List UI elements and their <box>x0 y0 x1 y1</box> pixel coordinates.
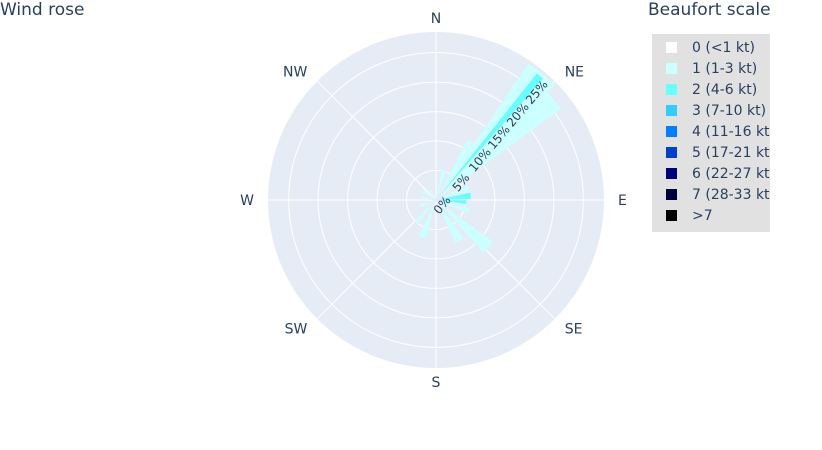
wind-bar[interactable] <box>435 168 448 201</box>
legend-label: 7 (28-33 kt) <box>692 186 770 203</box>
legend-swatch <box>666 63 677 74</box>
legend-swatch <box>666 84 677 95</box>
direction-label: N <box>431 11 441 27</box>
legend-item[interactable]: 5 (17-21 kt) <box>652 142 770 163</box>
legend-swatch <box>666 147 677 158</box>
wind-bar[interactable] <box>421 189 437 201</box>
wind-bar[interactable] <box>435 199 467 205</box>
direction-label: SW <box>285 322 308 338</box>
legend-swatch <box>666 189 677 200</box>
wind-bar[interactable] <box>435 192 472 201</box>
legend-item[interactable]: 4 (11-16 kt) <box>652 121 770 142</box>
wind-bar[interactable] <box>435 184 471 201</box>
direction-label: W <box>240 193 254 209</box>
wind-bar[interactable] <box>428 188 437 201</box>
direction-label: E <box>618 193 627 209</box>
legend-label: 4 (11-16 kt) <box>692 123 770 140</box>
legend-item[interactable]: 7 (28-33 kt) <box>652 184 770 205</box>
legend: 0 (<1 kt) 1 (1-3 kt) 2 (4-6 kt) 3 (7-10 kt)… <box>652 34 770 232</box>
direction-label: SE <box>565 322 583 338</box>
wind-bar[interactable] <box>435 88 562 201</box>
legend-label: >7 <box>692 207 713 224</box>
legend-item[interactable]: 2 (4-6 kt) <box>652 79 770 100</box>
wind-bar[interactable] <box>435 72 544 201</box>
wind-bar[interactable] <box>418 199 437 240</box>
legend-label: 1 (1-3 kt) <box>692 60 758 77</box>
angular-gridline <box>316 80 437 201</box>
legend-swatch <box>666 168 677 179</box>
direction-label: NE <box>565 64 584 80</box>
legend-label: 5 (17-21 kt) <box>692 144 770 161</box>
legend-swatch <box>666 126 677 137</box>
legend-title: Beaufort scale <box>648 0 771 20</box>
wind-bar[interactable] <box>421 195 437 201</box>
wind-bar[interactable] <box>435 199 494 253</box>
wind-bar[interactable] <box>435 199 465 244</box>
legend-swatch <box>666 42 677 53</box>
legend-item[interactable]: 6 (22-27 kt) <box>652 163 770 184</box>
legend-item[interactable]: 3 (7-10 kt) <box>652 100 770 121</box>
legend-item[interactable]: 1 (1-3 kt) <box>652 58 770 79</box>
wind-bar[interactable] <box>435 199 471 215</box>
legend-label: 3 (7-10 kt) <box>692 102 767 119</box>
wind-bar[interactable] <box>414 199 437 224</box>
direction-label: S <box>432 375 441 391</box>
legend-swatch <box>666 105 677 116</box>
legend-label: 6 (22-27 kt) <box>692 165 770 182</box>
legend-item[interactable]: >7 <box>652 205 770 226</box>
legend-item[interactable]: 0 (<1 kt) <box>652 37 770 58</box>
wind-bar[interactable] <box>418 199 437 209</box>
direction-label: NW <box>283 64 307 80</box>
legend-label: 2 (4-6 kt) <box>692 81 758 98</box>
legend-swatch <box>666 210 677 221</box>
chart-title: Wind rose <box>0 0 85 20</box>
legend-label: 0 (<1 kt) <box>692 39 755 56</box>
